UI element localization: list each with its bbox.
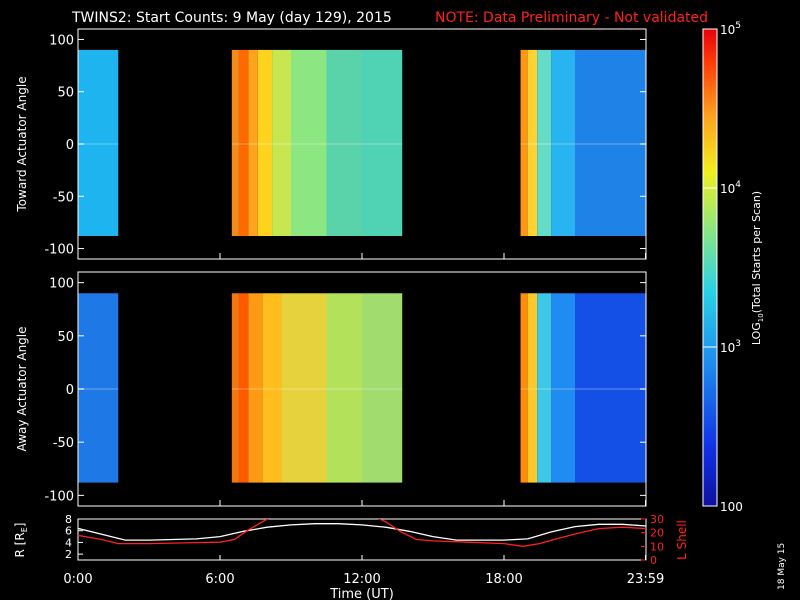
orbit-left-tick-label: 8 <box>65 513 72 526</box>
away-heatmap-band <box>262 293 282 483</box>
toward-heatmap-band <box>291 49 327 237</box>
away-heatmap-band <box>551 293 575 483</box>
l-shell-line <box>78 519 269 545</box>
toward-heatmap-band <box>362 49 403 237</box>
away-heatmap-band <box>78 293 119 483</box>
away-y-tick-label: 50 <box>57 330 74 345</box>
toward-heatmap-band <box>575 49 646 237</box>
toward-y-tick-label: 100 <box>49 33 74 48</box>
away-heatmap-band <box>520 293 528 483</box>
orbit-left-tick-label: 4 <box>65 536 72 549</box>
colorbar-label: LOG10(Total Starts per Scan) <box>750 191 765 345</box>
colorbar: 105 104 103 100 LOG10(Total Starts per Scan… <box>702 21 765 514</box>
orbit-x-axis: 0:00 6:00 12:00 18:00 23:59 <box>63 555 664 587</box>
orbit-lines <box>78 519 646 547</box>
away-heatmap-band <box>537 293 552 483</box>
toward-angle-panel: 100 50 0 -50 -100 Toward Actuator Angle <box>15 28 647 260</box>
orbit-right-tick-label: 20 <box>650 527 664 540</box>
toward-y-tick-label: -100 <box>44 243 74 258</box>
away-y-tick-label: -100 <box>44 489 74 504</box>
away-y-tick-label: 0 <box>66 383 74 398</box>
toward-heatmap-band <box>551 49 575 237</box>
away-heatmap-band <box>362 293 403 483</box>
away-heatmap-band <box>527 293 538 483</box>
away-y-tick-label: 100 <box>49 277 74 292</box>
l-shell-line <box>377 519 646 547</box>
orbit-left-tick-label: 2 <box>65 548 72 561</box>
toward-heatmap-band <box>238 49 249 237</box>
toward-heatmap-band <box>272 49 291 237</box>
preliminary-note: NOTE: Data Preliminary - Not validated <box>435 10 708 26</box>
away-heatmap-band <box>326 293 362 483</box>
away-y-tick-label: -50 <box>53 436 74 451</box>
orbit-right-tick-label: 0 <box>650 554 657 567</box>
away-heatmap-band <box>575 293 646 483</box>
away-x-ticks <box>77 500 647 506</box>
away-y-axis-label: Away Actuator Angle <box>15 326 29 451</box>
date-stamp: 18 May 15 <box>777 543 787 590</box>
toward-heatmap-band <box>248 49 258 237</box>
colorbar-gradient <box>702 28 718 507</box>
orbit-right-tick-label: 30 <box>650 513 664 526</box>
away-heatmap-band <box>238 293 249 483</box>
x-tick-label: 6:00 <box>205 572 234 587</box>
orbit-right-tick-label: 10 <box>650 540 664 553</box>
colorbar-tick-label: 105 <box>720 21 741 37</box>
away-heatmap-band <box>231 293 239 483</box>
away-angle-panel: 100 50 0 -50 -100 Away Actuator Angle <box>15 271 647 507</box>
toward-x-ticks <box>77 253 647 259</box>
toward-heatmap <box>78 49 646 237</box>
colorbar-ticks: 105 104 103 100 <box>703 21 743 514</box>
x-tick-label: 12:00 <box>343 572 380 587</box>
toward-heatmap-band <box>78 49 119 237</box>
away-y-axis: 100 50 0 -50 -100 <box>44 277 646 504</box>
x-tick-label: 18:00 <box>485 572 522 587</box>
away-heatmap-band <box>281 293 327 483</box>
colorbar-tick-label: 104 <box>720 180 741 196</box>
toward-y-tick-label: 50 <box>57 86 74 101</box>
away-heatmap <box>78 293 646 483</box>
orbit-right-axis-label: L Shell <box>675 520 689 560</box>
toward-heatmap-band <box>231 49 239 237</box>
toward-heatmap-band <box>520 49 528 237</box>
toward-y-axis-label: Toward Actuator Angle <box>15 76 29 212</box>
toward-y-axis: 100 50 0 -50 -100 <box>44 33 646 258</box>
radial-distance-line <box>78 523 646 541</box>
figure-title: TWINS2: Start Counts: 9 May (day 129), 2… <box>71 10 392 26</box>
toward-y-tick-label: -50 <box>53 190 74 205</box>
toward-heatmap-band <box>527 49 538 237</box>
colorbar-tick-label: 100 <box>720 500 743 514</box>
orbit-left-axis-label: R [RE] <box>13 523 29 558</box>
toward-heatmap-band <box>326 49 362 237</box>
colorbar-tick-label: 103 <box>720 339 741 355</box>
toward-heatmap-band <box>257 49 273 237</box>
orbit-left-tick-label: 6 <box>65 525 72 538</box>
x-axis-title: Time (UT) <box>329 587 394 600</box>
toward-heatmap-band <box>537 49 552 237</box>
x-tick-label: 23:59 <box>627 572 664 587</box>
x-tick-label: 0:00 <box>63 572 92 587</box>
toward-y-tick-label: 0 <box>66 138 74 153</box>
away-heatmap-band <box>248 293 263 483</box>
